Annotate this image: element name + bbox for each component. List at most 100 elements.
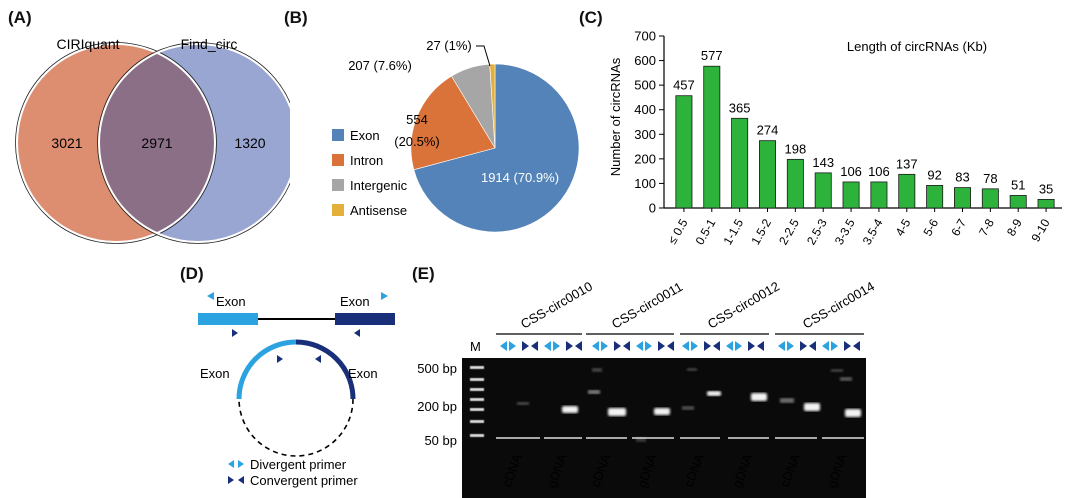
panel-label-b: (B) bbox=[284, 8, 308, 27]
gel-band bbox=[707, 391, 721, 396]
legend-intergenic: Intergenic bbox=[350, 178, 408, 193]
bar-value-label: 577 bbox=[701, 48, 723, 63]
bar-value-label: 365 bbox=[729, 100, 751, 115]
gel-band-faint bbox=[831, 369, 843, 372]
venn-overlap bbox=[99, 44, 215, 242]
panel-label-d: (D) bbox=[180, 264, 204, 283]
gel-band bbox=[751, 393, 767, 401]
panel-label-a: (A) bbox=[8, 8, 32, 27]
bar bbox=[675, 95, 693, 209]
gel-band-faint bbox=[840, 377, 852, 381]
divergent-primer-icon bbox=[544, 341, 551, 351]
circ-convergent-primer-left-icon bbox=[277, 355, 283, 363]
bar-chart: Length of circRNAs (Kb) Number of circRN… bbox=[608, 29, 1062, 247]
x-tick-label: 3.5-4 bbox=[860, 216, 886, 247]
x-tick-label: 2.5-3 bbox=[804, 216, 830, 247]
y-tick-label: 0 bbox=[649, 201, 656, 216]
ladder-band bbox=[470, 388, 484, 391]
divergent-primer-icon bbox=[735, 341, 742, 351]
ladder-band bbox=[470, 420, 484, 423]
exon-block-left bbox=[198, 313, 258, 325]
exon-label-right: Exon bbox=[340, 294, 370, 309]
convergent-primer-icon bbox=[713, 341, 720, 351]
convergent-primer-icon bbox=[522, 341, 529, 351]
bar bbox=[1037, 198, 1055, 209]
bar-value-label: 457 bbox=[673, 78, 695, 93]
y-tick-label: 100 bbox=[634, 176, 656, 191]
gel-band-faint bbox=[588, 390, 600, 394]
legend-divergent-left-icon bbox=[228, 460, 234, 468]
bar-value-label: 274 bbox=[757, 123, 779, 138]
circ-convergent-primer-right-icon bbox=[315, 355, 321, 363]
convergent-primer-icon bbox=[844, 341, 851, 351]
bar-value-label: 106 bbox=[868, 164, 890, 179]
antisense-leader-line bbox=[476, 45, 491, 67]
pie-label-antisense: 27 (1%) bbox=[426, 38, 472, 53]
y-tick-label: 600 bbox=[634, 53, 656, 68]
bar-value-label: 83 bbox=[955, 170, 969, 185]
legend-convergent-right-icon bbox=[238, 476, 244, 484]
bar bbox=[731, 117, 749, 209]
convergent-primer-icon bbox=[800, 341, 807, 351]
legend-exon: Exon bbox=[350, 128, 380, 143]
ladder-band bbox=[470, 434, 484, 437]
convergent-primer-icon bbox=[531, 341, 538, 351]
gel-image bbox=[462, 358, 866, 498]
convergent-primer-icon bbox=[853, 341, 860, 351]
gel-panel: CSS-circ0010 CSS-circ0011 CSS-circ0012 C… bbox=[417, 279, 877, 498]
x-tick-label: ≤ 0.5 bbox=[665, 216, 691, 246]
exon-label-left: Exon bbox=[216, 294, 246, 309]
bar-value-label: 78 bbox=[983, 171, 997, 186]
gel-band bbox=[845, 409, 861, 417]
pie-slice-intron bbox=[410, 75, 496, 171]
divergent-primer-icon bbox=[509, 341, 516, 351]
x-tick-label: 9-10 bbox=[1029, 216, 1053, 244]
legend-swatch-antisense bbox=[332, 204, 344, 216]
legend-antisense: Antisense bbox=[350, 203, 407, 218]
divergent-primer-icon bbox=[500, 341, 507, 351]
x-tick-label: 7-8 bbox=[976, 216, 997, 238]
y-tick-label: 700 bbox=[634, 29, 656, 44]
panel-label-c: (C) bbox=[579, 8, 603, 27]
y-tick-label: 300 bbox=[634, 127, 656, 142]
y-tick-label: 500 bbox=[634, 78, 656, 93]
gel-band bbox=[562, 406, 578, 413]
circ-exon-arc-right bbox=[295, 339, 356, 400]
convergent-primer-icon bbox=[614, 341, 621, 351]
x-tick-label: 1-1.5 bbox=[720, 216, 746, 247]
convergent-primer-icon bbox=[575, 341, 582, 351]
x-tick-label: 8-9 bbox=[1004, 216, 1025, 238]
divergent-primer-icon bbox=[831, 341, 838, 351]
bar bbox=[926, 184, 944, 209]
legend-convergent-label: Convergent primer bbox=[250, 473, 358, 488]
gel-band bbox=[654, 408, 670, 415]
divergent-primer-right-icon bbox=[381, 292, 388, 300]
bar-value-label: 92 bbox=[927, 167, 941, 182]
legend-intron: Intron bbox=[350, 153, 383, 168]
x-tick-label: 4-5 bbox=[893, 216, 914, 238]
legend-convergent-left-icon bbox=[228, 476, 234, 484]
divergent-primer-icon bbox=[778, 341, 785, 351]
exon-block-right bbox=[335, 313, 395, 325]
ladder-label: M bbox=[470, 339, 481, 354]
size-50bp: 50 bp bbox=[424, 433, 457, 448]
size-200bp: 200 bp bbox=[417, 399, 457, 414]
convergent-primer-left-icon bbox=[232, 329, 238, 337]
gel-band bbox=[804, 403, 820, 411]
gel-band-faint bbox=[517, 402, 529, 405]
gel-band bbox=[608, 408, 626, 416]
ladder-band bbox=[470, 366, 484, 369]
bar bbox=[814, 172, 832, 209]
circ-exon-arc-left bbox=[236, 339, 297, 400]
ladder-band bbox=[470, 408, 484, 411]
size-500bp: 500 bp bbox=[417, 361, 457, 376]
bar bbox=[870, 181, 888, 209]
sample-label-circ0012: CSS-circ0012 bbox=[705, 279, 782, 332]
x-tick-label: 3-3.5 bbox=[832, 216, 858, 247]
convergent-primer-icon bbox=[748, 341, 755, 351]
legend-swatch-exon bbox=[332, 129, 344, 141]
venn-right-count: 1320 bbox=[234, 135, 265, 151]
pie-chart: 1914 (70.9%) 554 (20.5%) 207 (7.6%) 27 (… bbox=[332, 38, 580, 233]
divergent-primer-icon bbox=[601, 341, 608, 351]
venn-overlap-count: 2971 bbox=[141, 135, 172, 151]
